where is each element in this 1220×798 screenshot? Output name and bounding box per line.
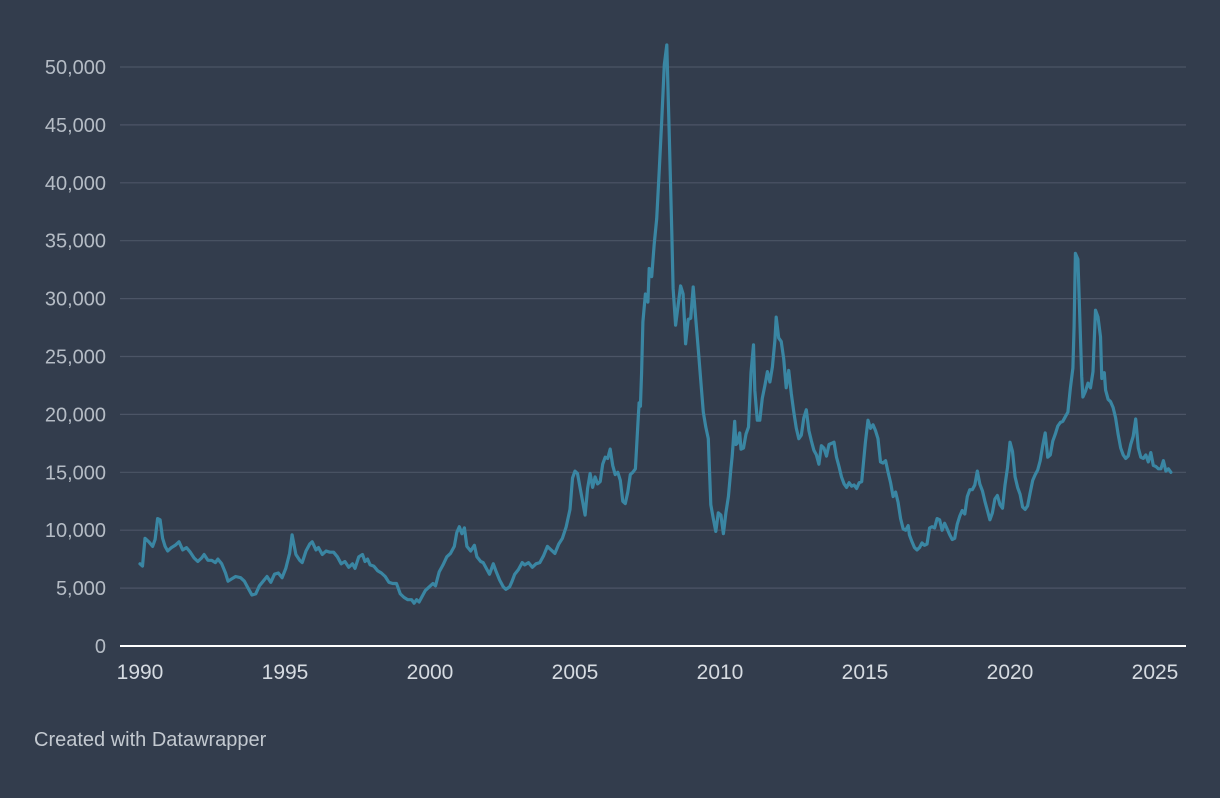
series-line (138, 43, 1173, 605)
x-tick-label: 2010 (697, 661, 744, 684)
y-tick-label: 15,000 (45, 462, 106, 484)
x-tick-label: 2015 (842, 661, 889, 684)
y-tick-label: 50,000 (45, 57, 106, 79)
y-tick-label: 35,000 (45, 231, 106, 253)
x-tick-label: 2005 (552, 661, 599, 684)
x-tick-label: 1995 (262, 661, 309, 684)
y-tick-label: 45,000 (45, 115, 106, 137)
y-tick-label: 25,000 (45, 347, 106, 369)
y-axis: 0 5,000 10,000 15,000 20,000 25,000 30,000 35,0… (45, 57, 106, 658)
y-tick-label: 5,000 (56, 578, 106, 600)
footer-credit: Created with Datawrapper (34, 729, 267, 751)
x-tick-label: 2025 (1132, 661, 1179, 684)
y-tick-label: 10,000 (45, 520, 106, 542)
y-tick-label: 40,000 (45, 173, 106, 195)
x-axis: 1990 1995 2000 2005 2010 2015 2020 2025 (117, 645, 1186, 684)
x-tick-label: 2000 (407, 661, 454, 684)
series-layer (138, 43, 1173, 605)
y-tick-label: 0 (95, 636, 106, 658)
y-tick-label: 30,000 (45, 289, 106, 311)
x-tick-label: 2020 (987, 661, 1034, 684)
y-tick-label: 20,000 (45, 404, 106, 426)
x-tick-label: 1990 (117, 661, 164, 684)
y-gridlines (120, 66, 1186, 589)
